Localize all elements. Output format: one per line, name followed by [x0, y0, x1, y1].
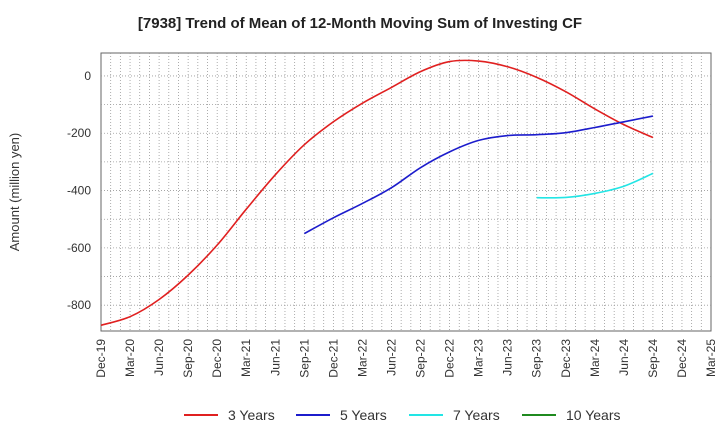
- y-tick-label: -800: [67, 298, 91, 312]
- x-tick-label: Dec-24: [675, 339, 689, 378]
- chart-title: [7938] Trend of Mean of 12-Month Moving …: [137, 15, 583, 32]
- y-tick-label: -200: [67, 126, 91, 140]
- x-tick-label: Dec-23: [559, 339, 573, 378]
- x-tick-label: Mar-21: [239, 339, 253, 377]
- x-tick-label: Sep-22: [414, 339, 428, 378]
- y-axis-label: Amount (million yen): [7, 133, 22, 252]
- x-tick-label: Mar-20: [123, 339, 137, 377]
- y-tick-label: -600: [67, 241, 91, 255]
- x-tick-label: Sep-21: [297, 339, 311, 378]
- x-tick-label: Mar-24: [588, 339, 602, 377]
- x-tick-label: Sep-24: [646, 339, 660, 378]
- legend-label: 3 Years: [228, 407, 275, 423]
- x-tick-label: Dec-19: [94, 339, 108, 378]
- x-tick-label: Dec-20: [210, 339, 224, 378]
- x-axis-tick-labels: Dec-19 Mar-20 Jun-20 Sep-20 Dec-20 Mar-21 Jun-…: [94, 339, 718, 378]
- x-tick-label: Dec-21: [326, 339, 340, 378]
- x-tick-label: Sep-23: [530, 339, 544, 378]
- legend-label: 7 Years: [453, 407, 500, 423]
- grid-lines: [101, 53, 711, 331]
- x-tick-label: Jun-24: [617, 339, 631, 376]
- legend-swatch: [184, 414, 218, 416]
- legend-swatch: [409, 414, 443, 416]
- y-axis-tick-labels: 0 -200 -400 -600 -800: [67, 69, 91, 312]
- series-line-7-years: [536, 172, 654, 199]
- x-tick-label: Mar-25: [704, 339, 718, 377]
- y-tick-label: -400: [67, 184, 91, 198]
- legend-item: 10 Years: [522, 404, 621, 426]
- x-tick-label: Sep-20: [181, 339, 195, 378]
- legend-label: 5 Years: [340, 407, 387, 423]
- legend-item: 7 Years: [409, 404, 500, 426]
- plot-area: [100, 52, 712, 332]
- legend-item: 3 Years: [184, 404, 275, 426]
- x-tick-label: Jun-20: [152, 339, 166, 376]
- data-series: [100, 59, 654, 327]
- x-tick-label: Jun-22: [384, 339, 398, 376]
- series-line-3-years: [100, 59, 654, 327]
- series-line-5-years: [303, 115, 654, 235]
- legend-item: 5 Years: [296, 404, 387, 426]
- legend-label: 10 Years: [566, 407, 621, 423]
- x-tick-label: Jun-23: [501, 339, 515, 376]
- y-tick-label: 0: [84, 69, 91, 83]
- x-tick-label: Mar-22: [355, 339, 369, 377]
- legend: 3 Years 5 Years 7 Years 10 Years: [0, 404, 720, 426]
- x-tick-label: Dec-22: [443, 339, 457, 378]
- x-tick-label: Mar-23: [472, 339, 486, 377]
- legend-swatch: [296, 414, 330, 416]
- legend-swatch: [522, 414, 556, 416]
- x-tick-label: Jun-21: [268, 339, 282, 376]
